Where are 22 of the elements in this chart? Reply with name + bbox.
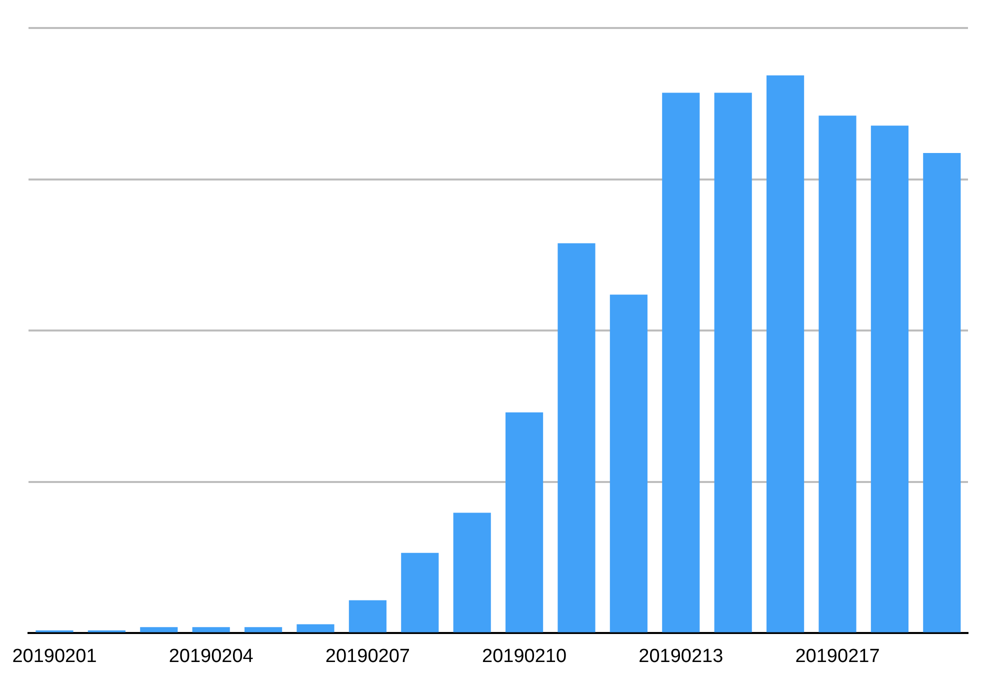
bar bbox=[662, 92, 700, 632]
x-tick-label: 20190207 bbox=[325, 646, 410, 667]
x-tick-label: 20190217 bbox=[795, 646, 880, 667]
bar bbox=[453, 512, 491, 632]
bar bbox=[401, 552, 439, 632]
bar bbox=[244, 627, 282, 632]
bar bbox=[923, 152, 961, 632]
bar bbox=[296, 624, 334, 632]
bar bbox=[818, 116, 856, 632]
bar bbox=[140, 627, 178, 632]
bar bbox=[348, 600, 386, 632]
bar bbox=[610, 294, 648, 632]
x-tick-label: 20190201 bbox=[12, 646, 97, 667]
x-tick-label: 20190204 bbox=[168, 646, 254, 667]
x-tick-label: 20190213 bbox=[638, 646, 724, 667]
bar bbox=[714, 92, 752, 632]
bar bbox=[870, 126, 908, 632]
bar bbox=[506, 412, 544, 632]
bar bbox=[192, 627, 230, 632]
bar bbox=[766, 75, 804, 632]
bar bbox=[558, 243, 596, 632]
x-tick-label: 20190210 bbox=[482, 646, 567, 667]
